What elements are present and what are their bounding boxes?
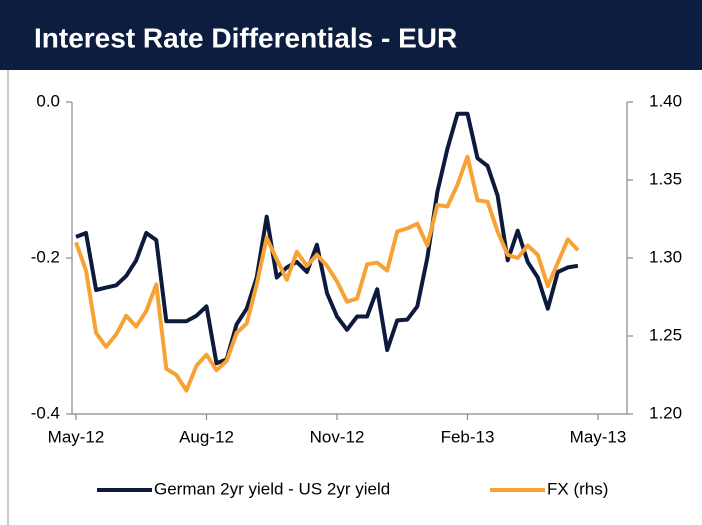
y2-tick-label: 1.30 <box>649 247 682 266</box>
y-tick-label: -0.4 <box>31 403 60 422</box>
x-tick-label: May-12 <box>48 427 105 446</box>
series-line <box>74 154 580 393</box>
x-tick-label: May-13 <box>570 427 627 446</box>
x-tick-label: Nov-12 <box>310 427 365 446</box>
y2-tick-label: 1.20 <box>649 403 682 422</box>
y2-tick-label: 1.35 <box>649 169 682 188</box>
y-tick-label: -0.2 <box>31 247 60 266</box>
series-line <box>75 111 579 366</box>
x-tick-label: Feb-13 <box>441 427 495 446</box>
y2-tick-label: 1.25 <box>649 325 682 344</box>
x-tick-label: Aug-12 <box>179 427 234 446</box>
y2-tick-label: 1.40 <box>649 91 682 110</box>
chart-title: Interest Rate Differentials - EUR <box>34 22 457 53</box>
legend-label: German 2yr yield - US 2yr yield <box>154 479 390 498</box>
y-tick-label: 0.0 <box>36 91 60 110</box>
legend-label: FX (rhs) <box>547 479 608 498</box>
title-bar <box>0 0 702 70</box>
